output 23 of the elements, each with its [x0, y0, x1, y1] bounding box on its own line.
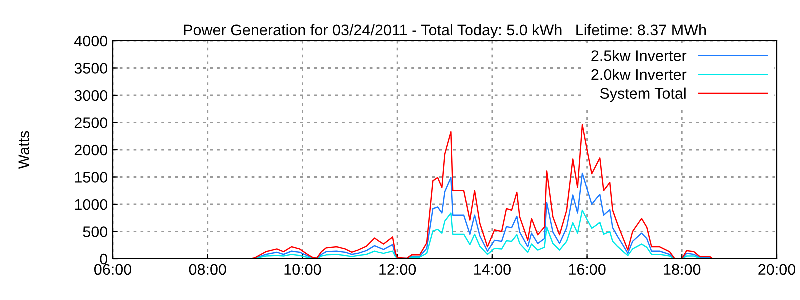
legend-label: System Total	[600, 88, 686, 102]
x-tick-label: 10:00	[284, 264, 322, 276]
x-tick-label: 16:00	[569, 264, 606, 276]
y-tick-label: 1500	[75, 172, 108, 183]
x-tick-label: 06:00	[94, 264, 132, 276]
y-tick-label: 3000	[74, 90, 108, 102]
x-tick-label: 12:00	[380, 264, 416, 276]
y-tick-label: 2000	[74, 144, 108, 156]
x-tick-label: 08:00	[189, 264, 226, 276]
chart-title: Power Generation for 03/24/2011 - Total Today: 5.0 kWh Lifetime: 8.37 MWh	[184, 24, 706, 39]
legend-label: 2.5kw Inverter	[592, 50, 687, 62]
y-tick-label: 1000	[75, 199, 108, 210]
x-tick-label: 14:00	[474, 264, 511, 276]
y-tick-label: 0	[100, 254, 108, 265]
line-series	[250, 124, 714, 259]
x-tick-label: 20:00	[758, 264, 796, 276]
y-tick-label: 3500	[74, 63, 108, 74]
y-tick-label: 2500	[74, 118, 108, 128]
y-tick-label: 4000	[74, 36, 108, 47]
x-tick-label: 18:00	[664, 264, 701, 276]
legend-label: 2.0kw Inverter	[592, 68, 687, 80]
y-axis-title: Watts	[18, 131, 30, 170]
y-tick-label: 500	[83, 226, 108, 238]
